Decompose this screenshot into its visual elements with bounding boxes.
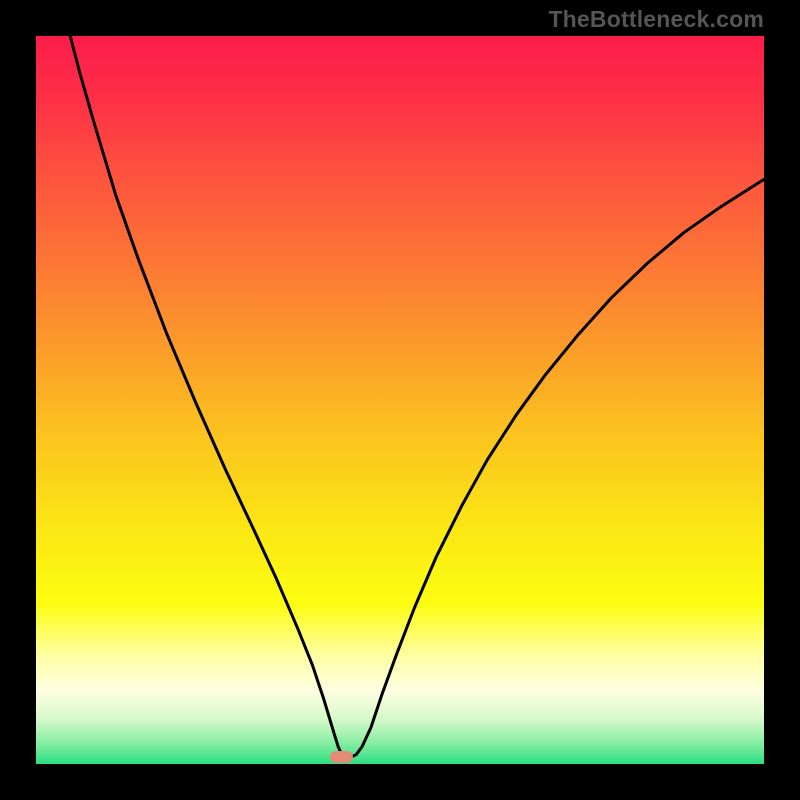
- optimum-marker: [330, 751, 353, 763]
- bottleneck-curve: [70, 36, 764, 757]
- figure-frame: TheBottleneck.com: [0, 0, 800, 800]
- bottleneck-curve-svg: [36, 36, 764, 764]
- watermark-text: TheBottleneck.com: [548, 6, 764, 33]
